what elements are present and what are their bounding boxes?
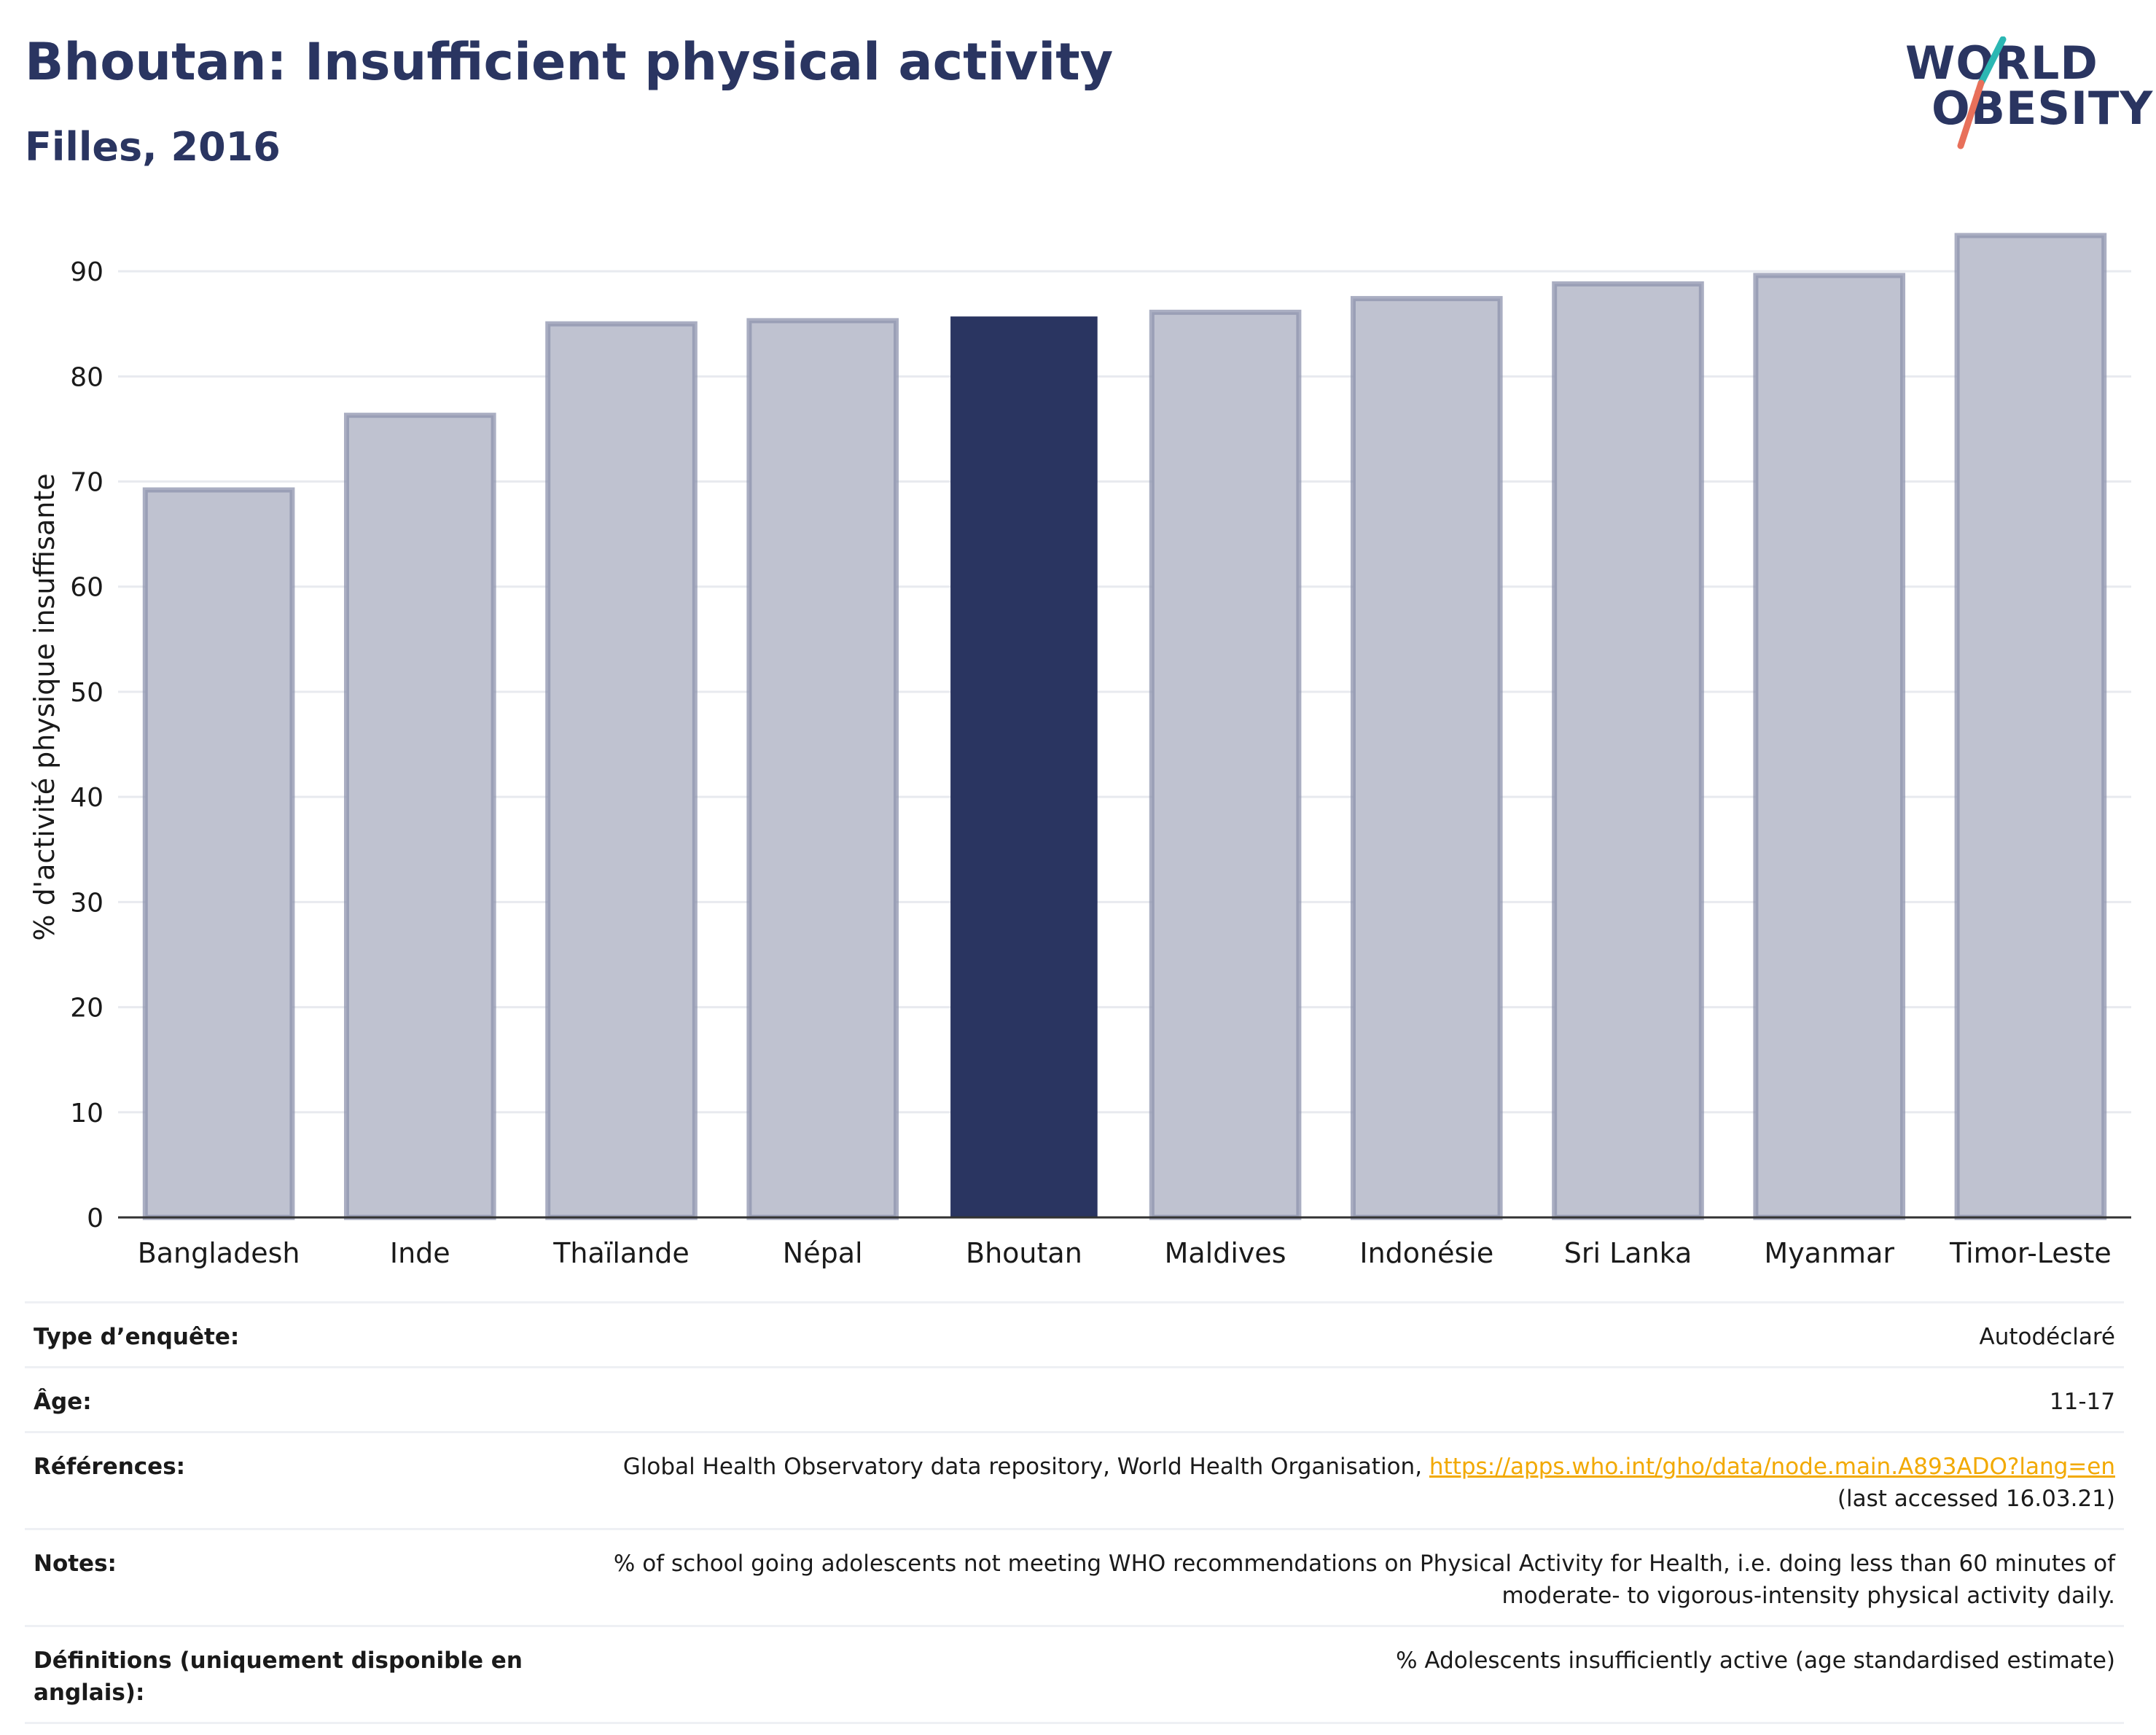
bars	[142, 233, 2107, 1220]
bar-maldives[interactable]	[1149, 309, 1302, 1220]
axes: 0 10 20 30 40 50 60 70 80 90 Bangladesh Inde Thaïlan…	[70, 257, 2131, 1269]
info-row-notes: Notes: % of school going adolescents not…	[25, 1528, 2124, 1625]
x-tick-label: Myanmar	[1764, 1237, 1894, 1269]
info-table: Type d’enquête: Autodéclaré Âge: 11-17 R…	[25, 1301, 2124, 1724]
info-row-definitions: Définitions (uniquement disponible en an…	[25, 1625, 2124, 1724]
x-tick-label: Timor-Leste	[1949, 1237, 2112, 1269]
y-tick-label: 40	[70, 783, 103, 813]
reference-text: Global Health Observatory data repositor…	[622, 1454, 1429, 1480]
y-tick-label: 70	[70, 468, 103, 498]
notes-line-1: % of school going adolescents not meetin…	[613, 1551, 2115, 1577]
info-label: Type d’enquête:	[34, 1324, 240, 1350]
bar-chart: 0 10 20 30 40 50 60 70 80 90 Bangladesh Inde Thaïlan…	[28, 233, 2131, 1269]
bar-bangladesh[interactable]	[142, 487, 295, 1220]
bar-indon-sie[interactable]	[1350, 296, 1503, 1220]
world-obesity-logo[interactable]: WORLD OBESITY	[1895, 36, 2152, 153]
info-row-age: Âge: 11-17	[25, 1366, 2124, 1431]
bar-n-pal[interactable]	[746, 318, 899, 1220]
y-tick-label: 0	[87, 1204, 103, 1233]
info-label: Notes:	[34, 1551, 117, 1577]
info-row-references: Références: Global Health Observatory da…	[25, 1431, 2124, 1528]
y-tick-label: 20	[70, 994, 103, 1024]
info-row-survey-type: Type d’enquête: Autodéclaré	[25, 1301, 2124, 1366]
info-label: Définitions (uniquement disponible en an…	[34, 1648, 523, 1706]
x-tick-label: Thaïlande	[552, 1237, 690, 1269]
y-tick-label: 60	[70, 573, 103, 603]
bar-timor-leste[interactable]	[1954, 233, 2107, 1220]
x-tick-label: Bhoutan	[966, 1237, 1082, 1269]
y-tick-label: 50	[70, 678, 103, 708]
y-tick-label: 80	[70, 362, 103, 392]
page-title: Bhoutan: Insufficient physical activity	[25, 32, 1114, 92]
x-tick-label: Indonésie	[1359, 1237, 1493, 1269]
bar-tha-lande[interactable]	[545, 321, 698, 1220]
bar-inde[interactable]	[343, 413, 496, 1220]
info-value: % of school going adolescents not meetin…	[614, 1548, 2115, 1612]
y-tick-label: 90	[70, 257, 103, 287]
info-label: Références:	[34, 1454, 186, 1480]
y-tick-label: 10	[70, 1099, 103, 1128]
page-subtitle: Filles, 2016	[25, 124, 281, 170]
info-label: Âge:	[34, 1389, 92, 1415]
info-value: Global Health Observatory data repositor…	[623, 1451, 2115, 1515]
x-tick-label: Maldives	[1165, 1237, 1286, 1269]
bar-sri-lanka[interactable]	[1552, 281, 1704, 1220]
x-tick-label: Népal	[783, 1237, 863, 1269]
bar-myanmar[interactable]	[1753, 273, 1906, 1220]
info-value: 11-17	[2049, 1389, 2115, 1415]
bar-bhoutan[interactable]	[950, 316, 1098, 1218]
x-tick-label: Sri Lanka	[1564, 1237, 1692, 1269]
x-tick-label: Inde	[390, 1237, 450, 1269]
x-tick-label: Bangladesh	[138, 1237, 300, 1269]
y-axis-label: % d'activité physique insuffisante	[28, 473, 60, 940]
info-value: % Adolescents insufficiently active (age…	[1396, 1648, 2115, 1674]
notes-line-2: moderate- to vigorous-intensity physical…	[1501, 1583, 2115, 1609]
reference-accessed: (last accessed 16.03.21)	[1837, 1486, 2115, 1512]
y-tick-label: 30	[70, 888, 103, 918]
reference-link[interactable]: https://apps.who.int/gho/data/node.main.…	[1429, 1454, 2115, 1480]
logo-slash-icon	[1957, 36, 2007, 149]
info-value: Autodéclaré	[1979, 1324, 2115, 1350]
